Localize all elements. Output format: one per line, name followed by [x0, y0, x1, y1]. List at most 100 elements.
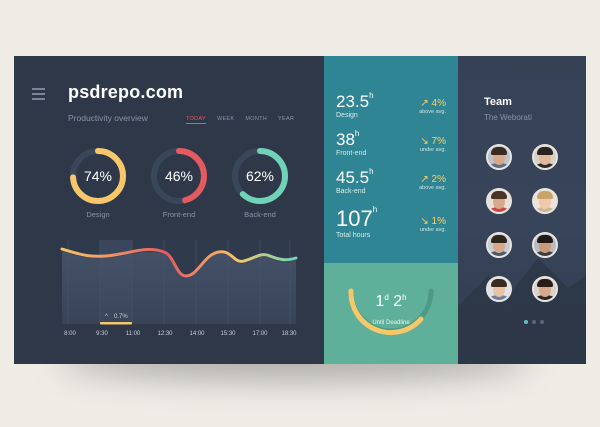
- trend-up-icon: ↗: [420, 174, 429, 185]
- avatar[interactable]: [486, 188, 512, 214]
- stat-backend-change-value: 2%: [431, 174, 446, 185]
- team-pagination: [524, 320, 544, 324]
- stat-backend: 45.5h Back-end: [336, 167, 374, 195]
- chart-highlight-bar: [100, 322, 132, 325]
- stat-frontend-number: 38: [336, 130, 355, 149]
- x-tick-0: 8:00: [64, 331, 76, 337]
- stat-backend-note: above avg.: [419, 185, 446, 191]
- deadline-value: 1d 2h: [324, 293, 458, 311]
- tab-year[interactable]: YEAR: [278, 116, 295, 122]
- donut-design: 74% Design: [68, 146, 128, 219]
- trend-down-icon: ↘: [420, 136, 429, 147]
- avatar[interactable]: [532, 188, 558, 214]
- brand-title: psdrepo.com: [68, 82, 184, 102]
- tab-today[interactable]: TODAY: [186, 116, 206, 124]
- avatar[interactable]: [532, 276, 558, 302]
- pagination-dot-2[interactable]: [532, 320, 536, 324]
- x-tick-6: 17:00: [252, 331, 268, 337]
- avatar[interactable]: [486, 144, 512, 170]
- chart-series-line: [60, 247, 298, 278]
- stat-design-value: 23.5h: [336, 91, 374, 112]
- donut-design-label: Design: [86, 210, 110, 219]
- stat-backend-number: 45.5: [336, 168, 370, 187]
- donut-frontend: 46% Front-end: [149, 146, 209, 219]
- page-subtitle: Productivity overview: [68, 113, 148, 123]
- stat-total-unit: h: [372, 205, 378, 214]
- trend-up-icon: ↗: [420, 98, 429, 109]
- stat-total-delta: ↘ 1% under avg.: [406, 216, 446, 233]
- deadline-days: 1: [375, 293, 385, 310]
- stat-design-unit: h: [369, 91, 374, 100]
- donut-backend-ring: [232, 148, 288, 204]
- stat-frontend-change-value: 7%: [431, 136, 446, 147]
- stat-design-change-value: 4%: [431, 98, 446, 109]
- avatar[interactable]: [532, 144, 558, 170]
- deadline-text: 1d 2h Until Deadline: [324, 263, 458, 364]
- stat-frontend-unit: h: [354, 129, 360, 138]
- stat-frontend: 38h Front-end: [336, 129, 367, 157]
- stat-backend-delta: ↗ 2% above avg.: [406, 174, 446, 191]
- donut-frontend-value: 46%: [164, 168, 194, 184]
- stat-design-note: above avg.: [419, 109, 446, 115]
- mountain-background: [458, 258, 586, 364]
- x-tick-1: 9:30: [96, 331, 108, 337]
- deadline-gauge-progress: [348, 288, 424, 336]
- pagination-dot-3[interactable]: [540, 320, 544, 324]
- donut-frontend-ring: [151, 148, 207, 204]
- x-tick-4: 14:00: [189, 331, 205, 337]
- avatar[interactable]: [532, 232, 558, 258]
- deadline-label: Until Deadline: [372, 320, 410, 326]
- stat-total: 107h Total hours: [336, 205, 378, 239]
- stat-design-change: ↗ 4%: [406, 98, 446, 109]
- stat-frontend-change: ↘ 7%: [406, 136, 446, 147]
- stat-total-change: ↘ 1%: [406, 216, 446, 227]
- period-tabs: TODAY WEEK MONTH YEAR: [186, 116, 305, 124]
- deadline-gauge: [348, 288, 434, 336]
- stats-panel: 23.5h Design ↗ 4% above avg. 38h Front-e…: [324, 56, 458, 364]
- tab-month[interactable]: MONTH: [245, 116, 268, 122]
- x-tick-2: 11:00: [126, 331, 141, 337]
- stat-frontend-delta: ↘ 7% under avg.: [406, 136, 446, 153]
- x-tick-3: 12:30: [157, 331, 173, 337]
- team-title: Team: [484, 96, 512, 108]
- stat-total-change-value: 1%: [431, 216, 446, 227]
- stat-frontend-value: 38h: [336, 129, 366, 150]
- team-subtitle: The Weborati: [484, 113, 532, 122]
- avatar[interactable]: [486, 232, 512, 258]
- menu-icon[interactable]: [32, 88, 45, 100]
- stat-total-number: 107: [336, 206, 373, 231]
- donut-frontend-label: Front-end: [162, 210, 196, 219]
- stat-total-label: Total hours: [336, 232, 371, 239]
- dashboard-card: psdrepo.com Productivity overview TODAY …: [14, 56, 586, 364]
- avatar[interactable]: [486, 276, 512, 302]
- stat-design: 23.5h Design: [336, 91, 374, 119]
- stat-backend-label: Back-end: [336, 188, 366, 195]
- x-tick-5: 15:30: [220, 331, 236, 337]
- hours-stats: 23.5h Design ↗ 4% above avg. 38h Front-e…: [324, 56, 458, 263]
- deadline-days-unit: d: [384, 293, 389, 302]
- chart-annotation-arrow: ^: [105, 314, 108, 320]
- stat-total-value: 107h: [336, 205, 378, 232]
- stat-frontend-label: Front-end: [336, 150, 367, 157]
- productivity-panel: psdrepo.com Productivity overview TODAY …: [14, 56, 324, 364]
- donut-backend: 62% Back-end: [230, 146, 290, 219]
- chart-x-ticks: 8:00 9:30 11:00 12:30 14:00 15:30 17:00 …: [64, 331, 297, 337]
- deadline-hours-unit: h: [402, 293, 407, 302]
- tab-week[interactable]: WEEK: [216, 116, 235, 122]
- donut-backend-value: 62%: [245, 168, 275, 184]
- trend-down-icon: ↘: [420, 216, 429, 227]
- stat-backend-unit: h: [369, 167, 374, 176]
- deadline-hours: 2: [393, 293, 403, 310]
- pagination-dot-1[interactable]: [524, 320, 528, 324]
- donut-backend-label: Back-end: [244, 210, 276, 219]
- team-panel: Team The Weborati: [458, 56, 586, 364]
- chart-annotation: 0.7%: [114, 314, 128, 320]
- stat-backend-change: ↗ 2%: [406, 174, 446, 185]
- donut-design-ring: [70, 148, 126, 204]
- stat-design-label: Design: [336, 112, 358, 119]
- stat-design-delta: ↗ 4% above avg.: [406, 98, 446, 115]
- stat-frontend-note: under avg.: [420, 147, 446, 153]
- x-tick-7: 18:30: [281, 331, 297, 337]
- chart-area-fill: [62, 251, 296, 324]
- stat-design-number: 23.5: [336, 92, 370, 111]
